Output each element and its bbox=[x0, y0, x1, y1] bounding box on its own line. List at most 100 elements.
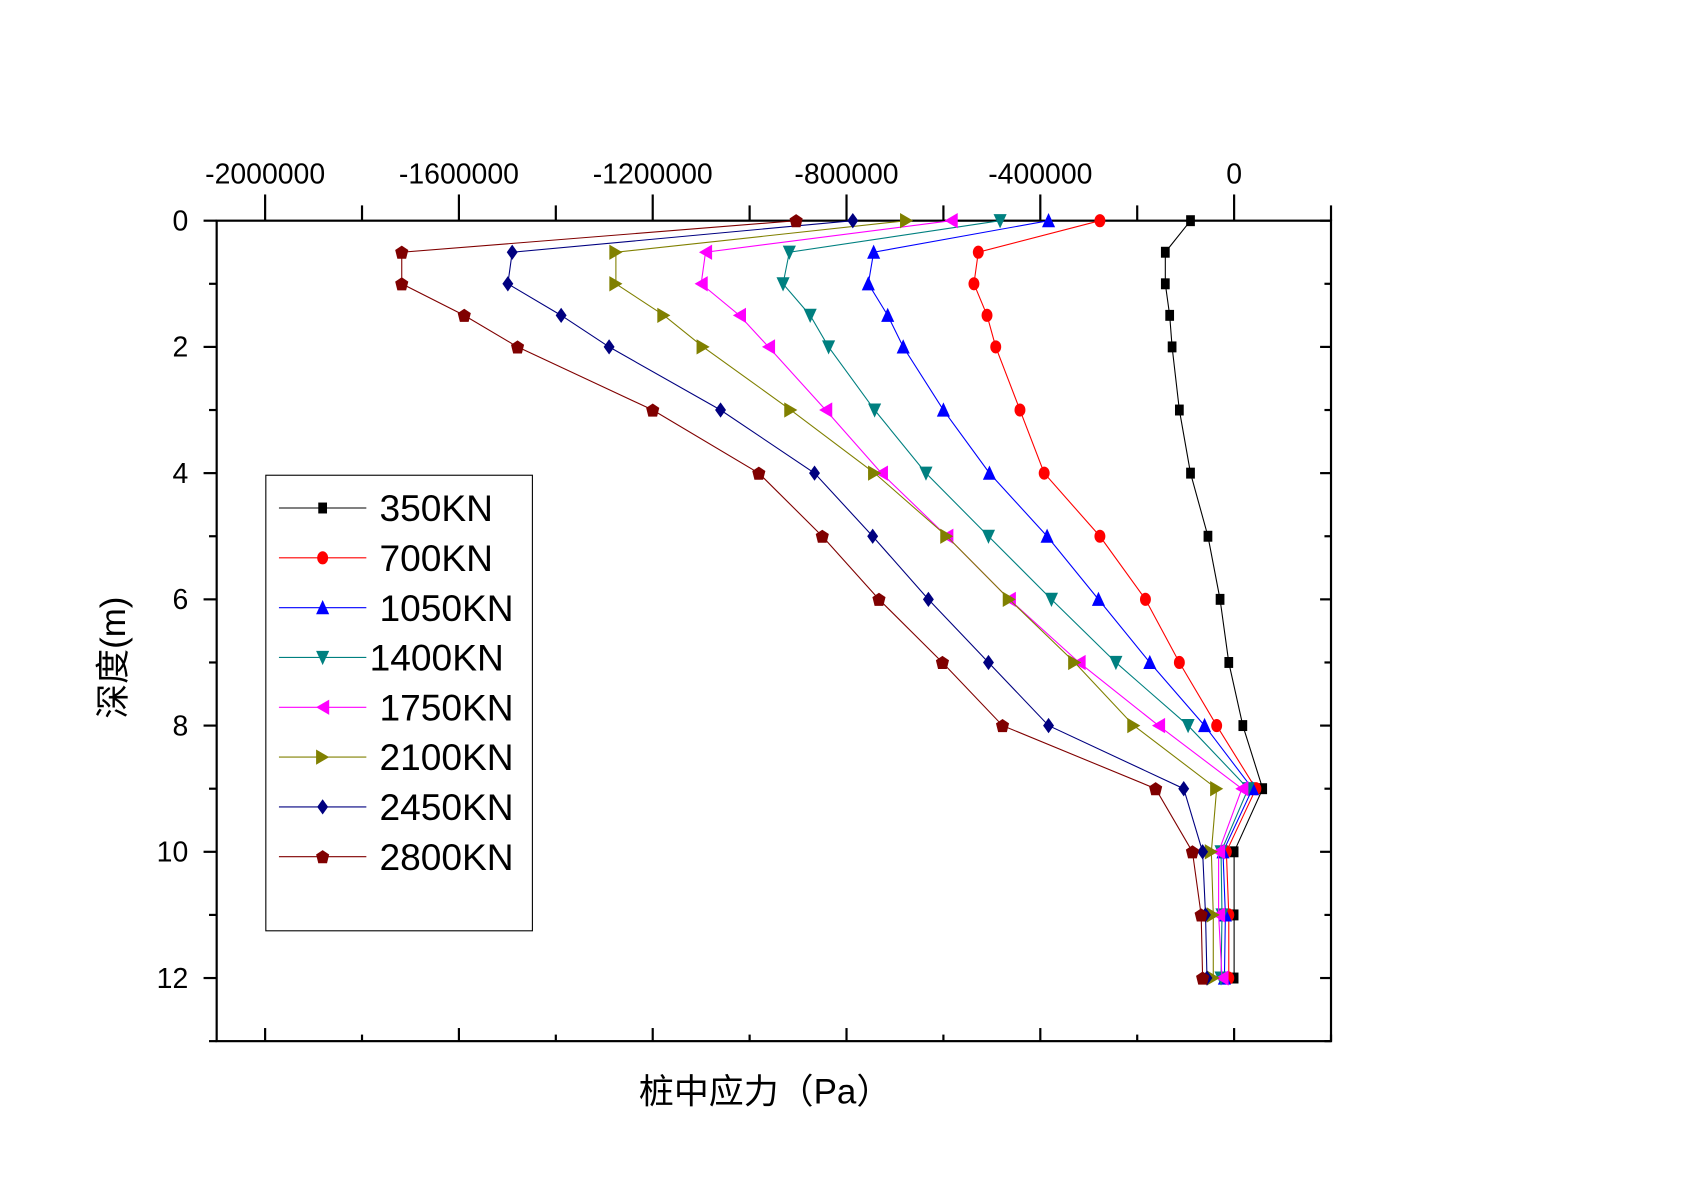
legend-label: 350KN bbox=[379, 487, 493, 529]
data-point bbox=[784, 402, 798, 418]
y-tick-label: 6 bbox=[172, 584, 188, 616]
data-point bbox=[1002, 591, 1016, 608]
data-point bbox=[983, 654, 994, 671]
data-point bbox=[881, 307, 895, 322]
data-point bbox=[657, 307, 671, 323]
data-point bbox=[874, 465, 888, 481]
data-point bbox=[1151, 717, 1166, 734]
data-point bbox=[993, 214, 1007, 229]
y-tick-label: 8 bbox=[172, 710, 188, 742]
data-point bbox=[990, 340, 1002, 354]
data-point bbox=[822, 340, 836, 355]
data-point bbox=[1185, 845, 1199, 859]
data-point bbox=[1204, 844, 1218, 860]
data-point bbox=[1094, 214, 1106, 228]
data-point bbox=[1211, 719, 1223, 733]
data-point bbox=[1186, 467, 1195, 479]
data-point bbox=[1198, 717, 1212, 733]
data-point bbox=[732, 307, 746, 323]
y-axis-label: 深度(m) bbox=[94, 597, 133, 719]
data-point bbox=[316, 699, 330, 715]
data-point bbox=[316, 850, 330, 864]
data-point bbox=[609, 276, 623, 292]
data-point bbox=[944, 213, 958, 229]
data-point bbox=[896, 339, 910, 354]
data-point bbox=[861, 276, 875, 291]
plot-frame bbox=[215, 219, 1333, 1043]
data-point bbox=[761, 339, 776, 355]
series-line bbox=[700, 220, 1243, 979]
data-point bbox=[457, 308, 471, 322]
legend-label: 2100KN bbox=[379, 736, 513, 778]
data-point bbox=[981, 308, 993, 322]
data-point bbox=[782, 245, 796, 260]
legend-item: 1050KN bbox=[278, 587, 514, 629]
series-1050KN bbox=[861, 213, 1260, 985]
data-point bbox=[922, 591, 934, 608]
data-point bbox=[1206, 907, 1220, 923]
data-point bbox=[1041, 213, 1056, 228]
series-line bbox=[973, 220, 1257, 979]
y-tick-label: 10 bbox=[157, 837, 189, 869]
series-2800KN bbox=[395, 214, 1210, 985]
data-point bbox=[1215, 970, 1229, 986]
x-tick-label: -1600000 bbox=[399, 159, 519, 191]
data-point bbox=[776, 277, 790, 292]
data-point bbox=[1014, 403, 1026, 417]
data-point bbox=[1194, 908, 1208, 922]
data-point bbox=[1238, 720, 1248, 732]
data-point bbox=[868, 465, 882, 481]
data-point bbox=[982, 465, 996, 480]
series-line bbox=[615, 220, 1218, 979]
legend-label: 1400KN bbox=[370, 637, 504, 679]
data-point bbox=[1044, 592, 1059, 608]
data-point bbox=[1235, 781, 1249, 797]
data-point bbox=[317, 799, 329, 815]
data-point bbox=[1139, 592, 1151, 606]
x-tick-label: 0 bbox=[1226, 159, 1242, 191]
data-point bbox=[867, 528, 879, 544]
x-axis-label: 桩中应力（Pa） bbox=[639, 1072, 891, 1111]
legend-item: 1400KN bbox=[278, 637, 504, 679]
data-point bbox=[316, 749, 330, 765]
series-2100KN bbox=[609, 213, 1224, 986]
data-point bbox=[317, 551, 329, 565]
data-point bbox=[872, 592, 886, 606]
data-point bbox=[1229, 846, 1239, 858]
data-point bbox=[900, 213, 914, 229]
data-point bbox=[555, 307, 567, 323]
data-point bbox=[752, 466, 766, 480]
data-point bbox=[1043, 717, 1055, 734]
data-point bbox=[995, 719, 1010, 733]
series-350KN bbox=[1160, 215, 1268, 984]
legend: 350KN 700KN 1050KN 1400KN 1750KN 2100KN 2450KN… bbox=[265, 474, 533, 932]
data-point bbox=[867, 244, 881, 259]
data-point bbox=[1109, 655, 1123, 671]
legend-label: 2450KN bbox=[379, 786, 513, 828]
data-point bbox=[316, 599, 330, 615]
legend-label: 1050KN bbox=[379, 587, 513, 629]
data-point bbox=[968, 277, 980, 291]
data-point bbox=[1094, 529, 1106, 543]
data-point bbox=[809, 465, 821, 481]
data-point bbox=[318, 502, 328, 514]
data-point bbox=[698, 244, 713, 260]
data-point bbox=[1091, 591, 1106, 606]
data-point bbox=[694, 276, 708, 292]
data-point bbox=[1196, 971, 1210, 985]
data-point bbox=[395, 245, 409, 259]
x-tick-label: -1200000 bbox=[593, 159, 713, 191]
data-point bbox=[1258, 783, 1268, 795]
data-point bbox=[646, 403, 660, 417]
data-point bbox=[1160, 246, 1170, 258]
data-point bbox=[1143, 654, 1157, 670]
data-point bbox=[609, 244, 623, 260]
y-tick-label: 2 bbox=[172, 332, 188, 364]
data-point bbox=[1174, 404, 1184, 416]
data-point bbox=[715, 402, 727, 418]
legend-label: 700KN bbox=[379, 537, 493, 579]
data-point bbox=[1040, 528, 1054, 543]
data-point bbox=[803, 308, 817, 323]
